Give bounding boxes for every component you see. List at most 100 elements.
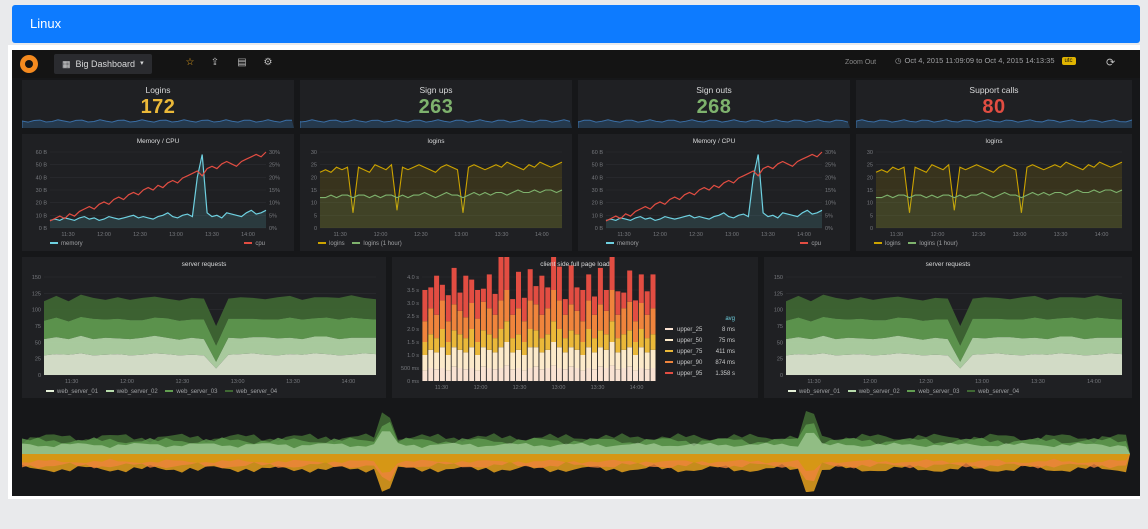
- bar-upper_75: [568, 330, 574, 348]
- bar-upper_95: [609, 257, 615, 290]
- stat-panel[interactable]: Sign ups 263: [300, 80, 572, 128]
- y2-tick-label: 20%: [825, 175, 836, 181]
- bar-upper_25: [533, 366, 539, 381]
- bar-upper_50: [422, 355, 428, 371]
- x-tick-label: 11:30: [890, 232, 903, 238]
- stream-layer: [22, 454, 1130, 473]
- bar-upper_75: [498, 329, 504, 348]
- x-tick-label: 12:00: [374, 232, 388, 238]
- legend-ws4: web_server_04: [236, 389, 278, 395]
- y-tick-label: 0: [870, 226, 873, 232]
- bar-upper_50: [486, 349, 492, 368]
- legend-row[interactable]: upper_90 874 ms: [665, 358, 735, 369]
- legend-logins: logins: [885, 241, 901, 247]
- y-tick-label: 4.0 s: [407, 275, 419, 281]
- page-load-chart: 0 ms 500 ms 1.0 s 1.5 s 2.0 s 2.5 s 3.0 s 3.5 s…: [401, 257, 656, 391]
- stat-panel[interactable]: Sign outs 268: [578, 80, 850, 128]
- bar-upper_50: [603, 349, 609, 368]
- y-tick-label: 30: [867, 150, 873, 156]
- bar-upper_25: [521, 370, 527, 381]
- legend-row[interactable]: upper_50 75 ms: [665, 336, 735, 347]
- y-tick-label: 40 B: [36, 175, 48, 181]
- legend-ws3: web_server_03: [918, 389, 960, 395]
- dashboard-picker-button[interactable]: ▦ Big Dashboard ▾: [54, 54, 152, 74]
- bar-upper_25: [592, 369, 597, 381]
- bar-upper_25: [451, 366, 457, 381]
- bar-upper_50: [586, 347, 592, 368]
- time-range-picker[interactable]: ◷ Oct 4, 2015 11:09:09 to Oct 4, 2015 14…: [895, 56, 1076, 65]
- bar-upper_25: [498, 368, 504, 381]
- bar-upper_25: [615, 369, 621, 381]
- x-tick-label: 12:30: [175, 379, 189, 385]
- x-tick-label: 11:30: [617, 232, 630, 238]
- y-tick-label: 10 B: [36, 213, 48, 219]
- bar-upper_90: [609, 290, 615, 322]
- stat-value: 80: [982, 96, 1006, 118]
- logins-1h-area: [320, 190, 562, 228]
- bar-upper_25: [586, 368, 592, 381]
- save-icon[interactable]: ▤: [237, 57, 247, 68]
- legend-memory: memory: [617, 241, 639, 247]
- bar-upper_90: [627, 301, 633, 331]
- logins-panel[interactable]: logins 0 5 10 15 20 25 30 11:30 12:00 12:30 13:00 1…: [300, 134, 572, 251]
- memory-cpu-panel-2[interactable]: Memory / CPU 0 B 10 B 20 B 30 B 40 B 50 B 60 B…: [578, 134, 850, 251]
- bar-upper_25: [439, 368, 445, 381]
- legend-logins: logins: [329, 241, 345, 247]
- area-web_server_01: [786, 353, 1122, 375]
- zoom-out-button[interactable]: Zoom Out: [845, 59, 877, 66]
- stat-value: 268: [696, 96, 732, 118]
- legend-series-avg: 411 ms: [715, 349, 735, 355]
- grafana-logo[interactable]: [20, 55, 38, 73]
- bar-upper_25: [597, 366, 603, 381]
- logins-chart: 0 5 10 15 20 25 30 11:30 12:00 12:30 13:00 13:30 14:…: [867, 150, 1123, 238]
- legend-cpu: cpu: [811, 241, 822, 247]
- server-requests-panel[interactable]: server requests 0 25 50 75 100 125 150 11:30 12:…: [22, 257, 386, 398]
- refresh-icon[interactable]: ⟳: [1106, 57, 1116, 69]
- logins-panel-2[interactable]: logins 0 5 10 15 20 25 30 11:30 12:00 12:30 13:00 1…: [856, 134, 1132, 251]
- bar-upper_75: [597, 330, 603, 348]
- bar-upper_75: [510, 338, 516, 353]
- legend-row[interactable]: upper_75 411 ms: [665, 347, 735, 358]
- y2-tick-label: 5%: [825, 213, 833, 219]
- x-tick-label: 12:00: [653, 232, 667, 238]
- stat-panel[interactable]: Logins 172: [22, 80, 294, 128]
- y2-tick-label: 5%: [269, 213, 277, 219]
- share-icon[interactable]: ⇪: [210, 57, 220, 68]
- legend-row[interactable]: upper_25 8 ms: [665, 325, 735, 336]
- bar-upper_75: [562, 338, 568, 353]
- page-load-panel[interactable]: client side full page load 0 ms 500 ms 1.0…: [392, 257, 758, 398]
- bar-upper_95: [445, 295, 451, 322]
- legend-row[interactable]: upper_95 1.358 s: [665, 369, 735, 380]
- bar-upper_95: [627, 270, 633, 302]
- bar-upper_95: [510, 299, 516, 315]
- x-tick-label: 14:00: [1087, 379, 1101, 385]
- stat-panel[interactable]: Support calls 80: [856, 80, 1132, 128]
- x-tick-label: 13:30: [286, 379, 300, 385]
- gear-icon[interactable]: ⚙: [263, 57, 273, 68]
- bar-upper_25: [638, 368, 644, 381]
- server-requests-panel-2[interactable]: server requests 0 25 50 75 100 125 150 11:30 12:…: [764, 257, 1132, 398]
- y-tick-label: 0 ms: [407, 379, 419, 385]
- bar-upper_25: [562, 369, 568, 381]
- bar-upper_50: [434, 352, 440, 370]
- y2-tick-label: 25%: [825, 163, 836, 169]
- bar-upper_95: [615, 291, 621, 315]
- bar-upper_95: [644, 291, 650, 315]
- y-tick-label: 30 B: [592, 188, 604, 194]
- star-icon[interactable]: ☆: [185, 57, 195, 68]
- time-range-text: Oct 4, 2015 11:09:09 to Oct 4, 2015 14:1…: [904, 56, 1055, 65]
- bar-upper_95: [504, 257, 510, 290]
- bar-upper_25: [469, 368, 475, 381]
- bar-upper_95: [486, 274, 492, 309]
- legend-series-avg: 874 ms: [715, 360, 735, 366]
- bar-upper_50: [615, 352, 621, 370]
- y-tick-label: 20: [311, 175, 317, 181]
- x-tick-label: 13:30: [1054, 232, 1068, 238]
- x-tick-label: 13:00: [975, 379, 989, 385]
- bar-upper_90: [592, 314, 597, 339]
- cpu-line: [605, 151, 823, 222]
- memory-cpu-panel[interactable]: Memory / CPU 0 B 10 B 20 B 30 B 40 B 50 B 60 B…: [22, 134, 294, 251]
- bar-upper_90: [527, 300, 533, 329]
- bar-upper_25: [603, 368, 609, 381]
- bar-upper_90: [434, 314, 440, 339]
